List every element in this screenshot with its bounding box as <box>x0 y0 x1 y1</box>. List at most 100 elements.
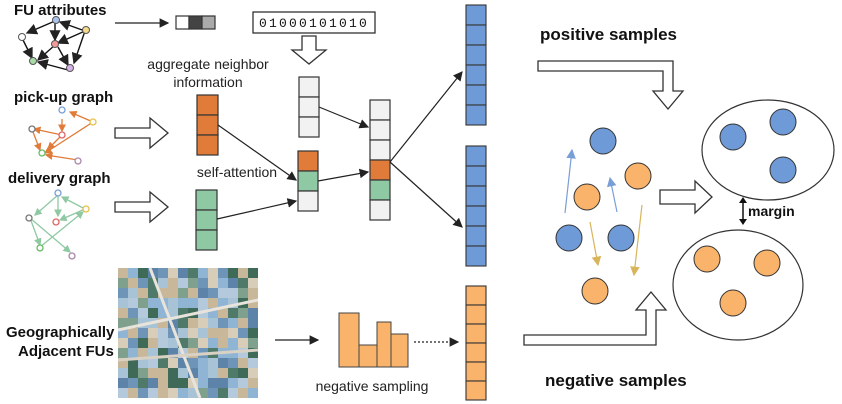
map-tile <box>168 328 178 338</box>
map-tile <box>128 288 138 298</box>
map-tile <box>228 358 238 368</box>
map-tile <box>198 278 208 288</box>
map-tile <box>228 288 238 298</box>
map-tile <box>248 318 258 328</box>
concatenated-embedding <box>369 99 391 221</box>
map-tile <box>168 358 178 368</box>
map-tile <box>238 388 248 398</box>
map-tile <box>188 318 198 328</box>
embedding-cell <box>465 380 487 401</box>
map-tile <box>188 388 198 398</box>
map-tile <box>198 388 208 398</box>
map-tile <box>158 328 168 338</box>
map-tile <box>128 358 138 368</box>
map-tile <box>148 388 158 398</box>
map-tile <box>118 278 128 288</box>
map-tile <box>248 338 258 348</box>
map-tile <box>158 308 168 318</box>
map-tile <box>218 298 228 308</box>
map-tile <box>138 298 148 308</box>
map-tile <box>228 368 238 378</box>
embedding-cell <box>465 185 487 207</box>
map-tile <box>228 338 238 348</box>
map-tile <box>208 368 218 378</box>
map-tile <box>218 278 228 288</box>
map-tile <box>168 268 178 278</box>
map-tile <box>228 298 238 308</box>
embedding-cell <box>465 245 487 267</box>
map-tile <box>128 318 138 328</box>
map-tile <box>178 288 188 298</box>
aggregate-label-line2: information <box>173 74 242 90</box>
map-tile <box>188 278 198 288</box>
map-tile <box>128 338 138 348</box>
fu-graph-icon <box>18 16 90 72</box>
map-tile <box>158 348 168 358</box>
map-tile <box>128 388 138 398</box>
down-hollow-arrow <box>290 35 328 65</box>
map-tile <box>198 378 208 388</box>
map-tile <box>118 358 128 368</box>
map-tile <box>248 358 258 368</box>
margin-label: margin <box>748 203 795 219</box>
map-tile <box>248 348 258 358</box>
map-tile <box>158 318 168 328</box>
map-tile <box>238 368 248 378</box>
delivery-graph-icon <box>25 189 90 260</box>
delivery-graph-label: delivery graph <box>8 170 111 187</box>
map-tile <box>178 338 188 348</box>
map-tile <box>198 288 208 298</box>
map-tile <box>118 298 128 308</box>
map-tile <box>138 348 148 358</box>
map-tile <box>208 288 218 298</box>
map-tile <box>208 388 218 398</box>
map-tile <box>238 358 248 368</box>
self-attention-label: self-attention <box>197 164 277 180</box>
map-tile <box>168 308 178 318</box>
embedding-cell <box>465 342 487 363</box>
pickup-embedding <box>196 94 219 156</box>
map-tile <box>138 328 148 338</box>
map-tile <box>238 348 248 358</box>
map-road <box>148 267 202 399</box>
embedding-cell <box>465 64 487 86</box>
attention-fused-embedding <box>297 150 319 212</box>
map-tile <box>198 268 208 278</box>
map-tile <box>218 388 228 398</box>
map-tile <box>238 288 248 298</box>
map-tile <box>148 378 158 388</box>
map-tile <box>138 388 148 398</box>
embedding-cell <box>465 205 487 227</box>
map-tile <box>158 288 168 298</box>
map-tile <box>248 268 258 278</box>
map-tile <box>228 328 238 338</box>
map-tile <box>158 378 168 388</box>
map-tile <box>128 378 138 388</box>
histogram-icon <box>338 312 409 368</box>
map-tile <box>218 318 228 328</box>
attribute-vector <box>175 15 216 30</box>
map-tile <box>138 288 148 298</box>
map-tile <box>178 298 188 308</box>
map-tile <box>198 358 208 368</box>
map-tile <box>218 308 228 318</box>
attribute-embedding <box>298 76 320 138</box>
map-tile <box>168 318 178 328</box>
map-tile <box>188 358 198 368</box>
map-tile <box>218 358 228 368</box>
map-tile <box>168 348 178 358</box>
map-tile <box>118 318 128 328</box>
aggregate-label-line1: aggregate neighbor <box>147 56 269 72</box>
map-tile <box>118 328 128 338</box>
embedding-cell <box>465 285 487 306</box>
map-tile <box>138 338 148 348</box>
map-tile <box>248 308 258 318</box>
map-tile <box>178 378 188 388</box>
map-tile <box>208 338 218 348</box>
map-tile <box>178 358 188 368</box>
map-tile <box>158 268 168 278</box>
embedding-space <box>555 127 652 305</box>
map-tile <box>148 348 158 358</box>
geo-label-line1: Geographically <box>6 324 115 341</box>
map-road <box>117 348 259 362</box>
